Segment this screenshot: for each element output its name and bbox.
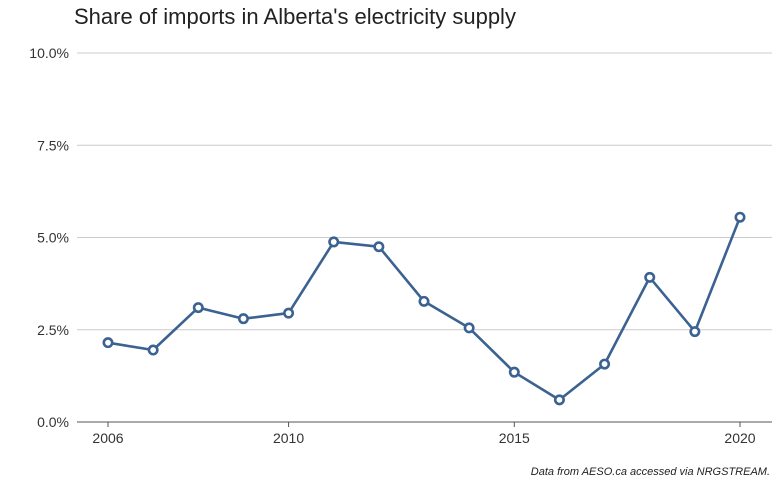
chart-title: Share of imports in Alberta's electricit… — [74, 4, 516, 29]
y-axis-tick-labels: 0.0% 2.5% 5.0% 7.5% 10.0% — [29, 45, 69, 430]
x-tick-label: 2010 — [273, 430, 304, 446]
data-point — [102, 337, 114, 349]
source-note: Data from AESO.ca accessed via NRGSTREAM… — [530, 466, 770, 478]
y-tick-label: 2.5% — [37, 322, 69, 338]
data-point — [734, 211, 746, 223]
y-tick-label: 7.5% — [37, 137, 69, 153]
gridlines — [77, 52, 772, 331]
data-point — [599, 358, 611, 370]
x-tick-label: 2020 — [724, 430, 755, 446]
data-point — [373, 241, 385, 253]
y-tick-label: 0.0% — [37, 414, 69, 430]
x-axis-tick-labels: 2006 2010 2015 2020 — [92, 430, 755, 446]
data-point — [553, 394, 565, 406]
data-point — [283, 307, 295, 319]
x-tick-label: 2015 — [499, 430, 530, 446]
data-point — [328, 236, 340, 248]
data-point — [463, 322, 475, 334]
data-point — [418, 295, 430, 307]
data-point — [237, 313, 249, 325]
data-point — [147, 344, 159, 356]
y-tick-label: 5.0% — [37, 230, 69, 246]
data-series — [102, 211, 746, 406]
data-point — [508, 366, 520, 378]
data-point — [192, 302, 204, 314]
data-point — [689, 326, 701, 338]
x-tick-label: 2006 — [92, 430, 123, 446]
y-tick-label: 10.0% — [29, 45, 69, 61]
data-point — [644, 271, 656, 283]
x-axis — [77, 421, 772, 427]
